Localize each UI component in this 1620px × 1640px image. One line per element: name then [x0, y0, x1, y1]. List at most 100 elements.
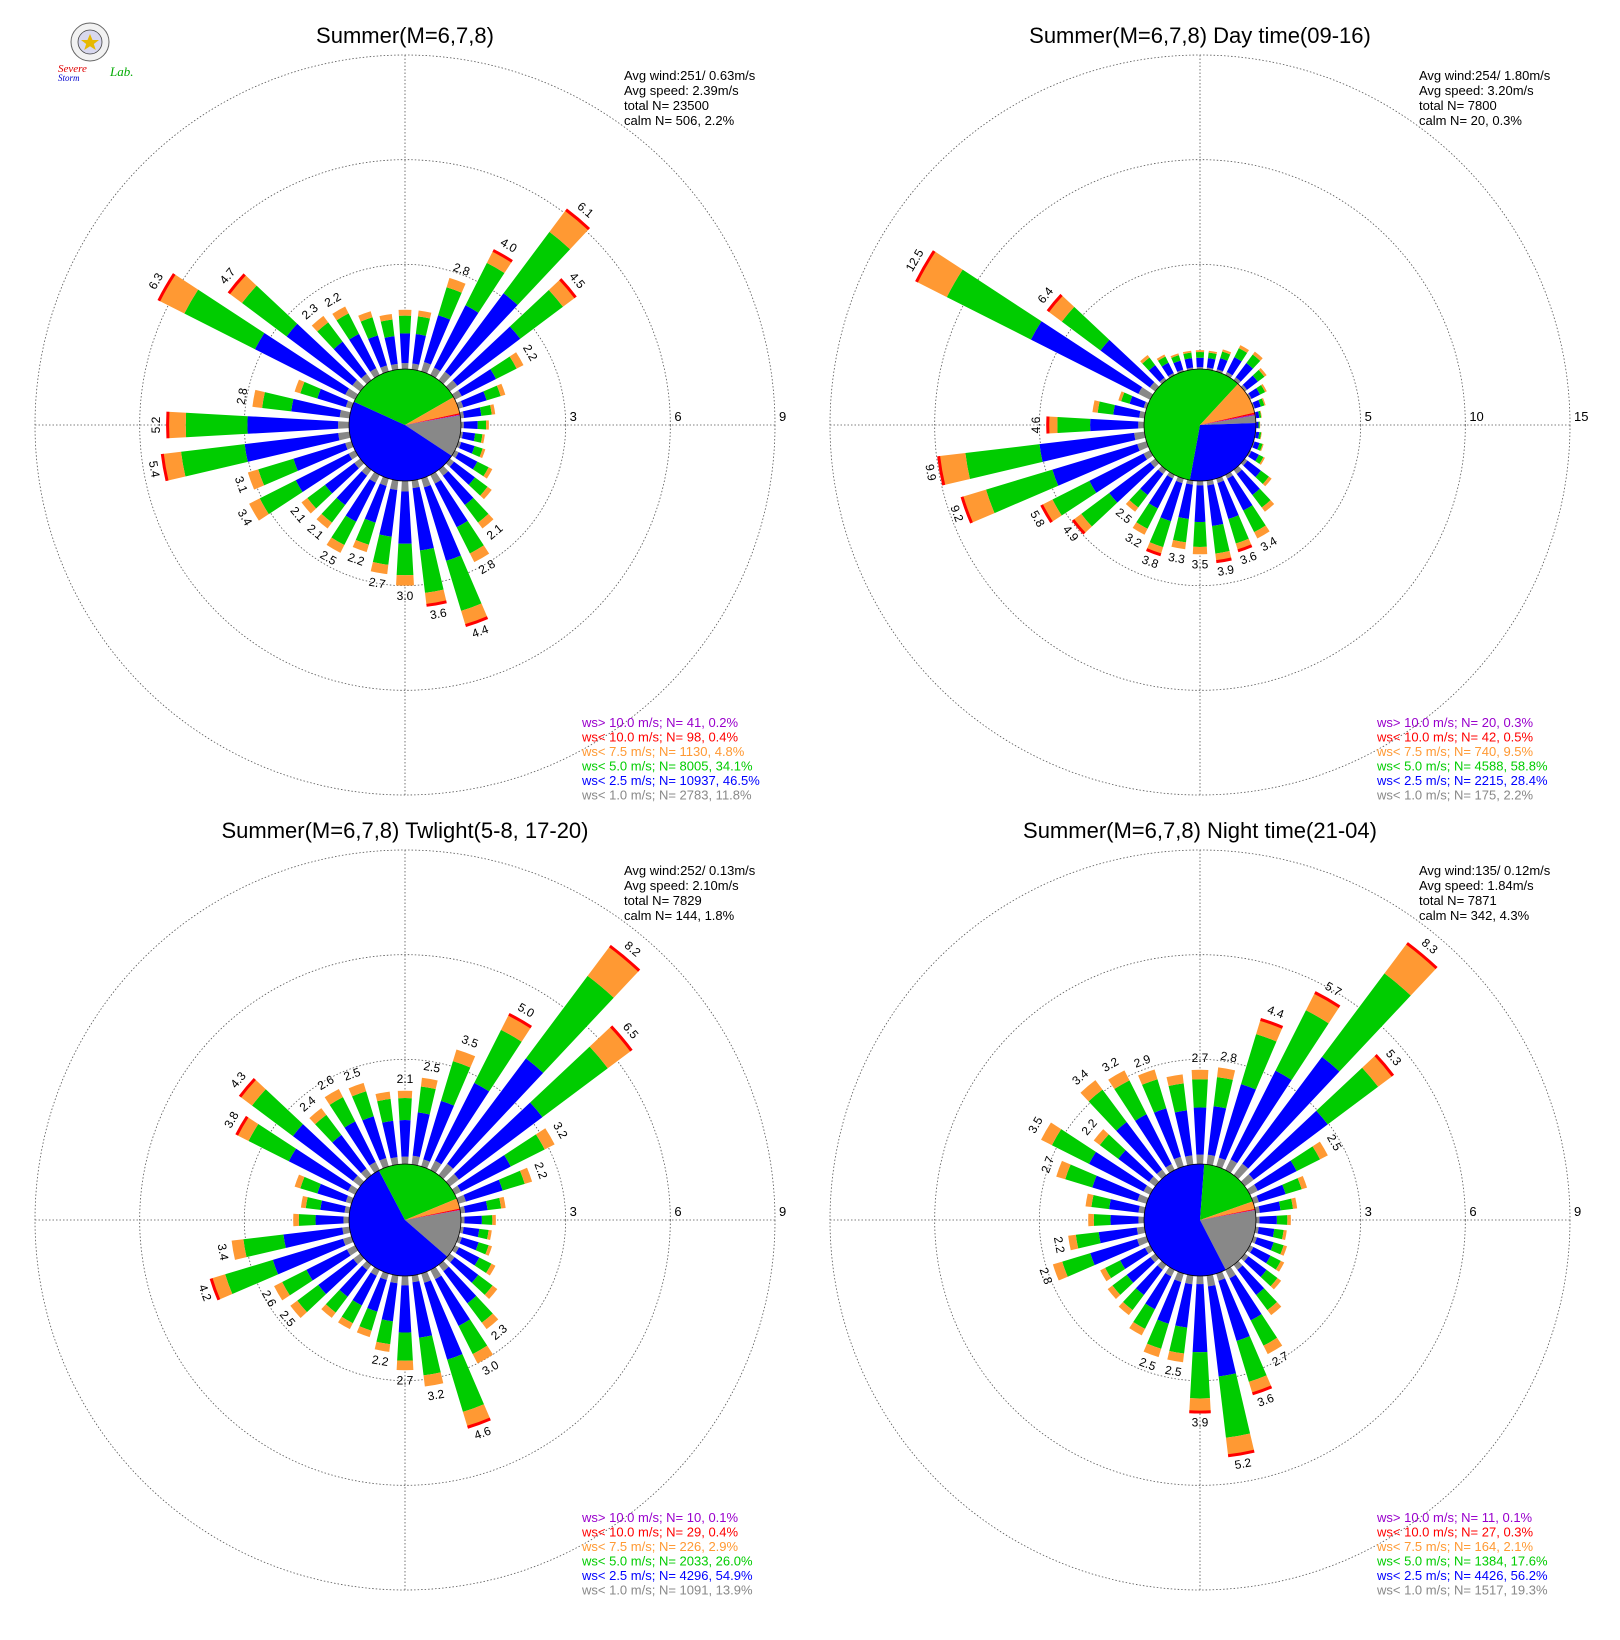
spoke-segment: [309, 1108, 327, 1125]
spoke-segment: [1148, 365, 1165, 382]
spoke-segment: [1192, 1079, 1208, 1108]
spoke-segment: [390, 479, 399, 490]
legend-entry: ws< 5.0 m/s; N= 4588, 58.8%: [1376, 759, 1548, 774]
range-ring-label: 10: [1469, 409, 1483, 424]
spoke-label: 2.4: [297, 1093, 319, 1115]
spoke-segment: [326, 537, 345, 553]
spoke-segment: [1195, 350, 1205, 353]
wind-rose-panel: Summer(M=6,7,8) Night time(21-04) 3 6 9 Avg …: [829, 818, 1581, 1598]
stat-line: Avg wind:251/ 0.63m/s: [624, 68, 756, 83]
spoke-segment: [1216, 358, 1228, 372]
spoke-segment: [1080, 1080, 1103, 1102]
spoke-segment: [434, 1275, 471, 1327]
spoke-segment: [471, 446, 483, 457]
spoke-segment: [1193, 521, 1207, 547]
stat-line: Avg wind:135/ 0.12m/s: [1419, 863, 1551, 878]
panel-title: Summer(M=6,7,8): [316, 23, 494, 48]
spoke-segment: [390, 363, 399, 371]
spoke-segment: [348, 1082, 367, 1097]
spoke-segment: [1138, 421, 1145, 429]
spoke-label: 6.3: [146, 270, 167, 292]
spoke-segment: [1216, 557, 1232, 564]
spoke-label: 3.1: [232, 474, 251, 495]
spoke-segment: [451, 390, 462, 400]
spoke-segment: [1261, 500, 1275, 512]
spoke-segment: [1184, 358, 1194, 369]
spoke-segment: [355, 518, 376, 545]
spoke-segment: [1085, 1193, 1094, 1208]
spoke-label: 3.5: [460, 1032, 481, 1051]
spoke-segment: [1216, 1157, 1226, 1169]
spoke-segment: [1252, 369, 1265, 382]
pie-slice: [1200, 415, 1256, 425]
spoke-segment: [438, 1163, 454, 1180]
spoke-segment: [1118, 391, 1125, 402]
logo-text-severe: Severe: [58, 63, 87, 75]
spoke-segment: [479, 448, 486, 459]
spoke-segment: [468, 477, 488, 496]
spoke-segment: [474, 1257, 492, 1274]
spoke-segment: [399, 333, 411, 364]
spoke-label: 3.0: [397, 589, 414, 603]
spoke-segment: [1108, 1070, 1130, 1090]
spoke-segment: [318, 1258, 358, 1295]
spoke-segment: [1088, 1151, 1148, 1192]
spoke-segment: [1250, 1314, 1278, 1346]
spoke-segment: [1113, 405, 1141, 418]
spoke-segment: [1159, 377, 1167, 385]
spoke-segment: [300, 1196, 308, 1209]
spoke-segment: [1262, 476, 1272, 487]
spoke-segment: [1175, 1283, 1193, 1328]
spoke-label: 3.0: [480, 1358, 502, 1379]
spoke-segment: [294, 1174, 305, 1189]
spoke-segment: [424, 315, 451, 365]
spoke-segment: [344, 1206, 351, 1214]
spoke-segment: [181, 444, 248, 477]
pie-slice: [1200, 1164, 1253, 1220]
spoke-segment: [1112, 1274, 1134, 1295]
spoke-segment: [227, 273, 246, 295]
spoke-segment: [438, 1260, 449, 1272]
spoke-segment: [1195, 352, 1205, 358]
spoke-segment: [459, 441, 475, 454]
spoke-segment: [1255, 1216, 1260, 1224]
spoke-segment: [1194, 485, 1206, 523]
spoke-segment: [274, 1282, 290, 1301]
logo-star-icon: [81, 34, 99, 50]
spoke-segment: [1246, 354, 1261, 369]
spoke-label: 3.9: [1192, 1415, 1209, 1429]
spoke-segment: [486, 1263, 496, 1276]
spoke-segment: [1233, 1163, 1249, 1180]
range-ring: [139, 159, 671, 691]
legend-entry: ws< 1.0 m/s; N= 1517, 19.3%: [1376, 1583, 1548, 1598]
spoke-label: 5.4: [146, 460, 163, 479]
spoke-segment: [519, 1167, 533, 1184]
spoke-segment: [1168, 1083, 1187, 1113]
spoke-segment: [430, 367, 441, 379]
spoke-segment: [1225, 372, 1233, 379]
spoke-segment: [324, 1089, 343, 1105]
spoke-segment: [1208, 350, 1218, 354]
spoke-segment: [1225, 1266, 1236, 1279]
stat-line: total N= 7829: [624, 893, 702, 908]
spoke-segment: [401, 1275, 409, 1286]
range-ring: [139, 954, 671, 1486]
spoke-segment: [1206, 479, 1214, 486]
spoke-segment: [1116, 1121, 1163, 1174]
spoke-segment: [1246, 393, 1252, 400]
spoke-segment: [1213, 1077, 1233, 1109]
spoke-label: 2.5: [318, 548, 340, 569]
spoke-segment: [452, 1049, 476, 1068]
spoke-segment: [1258, 432, 1262, 440]
spoke-segment: [1267, 1302, 1282, 1316]
stat-line: Avg speed: 1.84m/s: [1419, 878, 1534, 893]
spoke-segment: [338, 421, 350, 429]
spoke-segment: [1183, 352, 1193, 360]
pie-slice: [405, 1210, 462, 1257]
spoke-segment: [1154, 1108, 1181, 1160]
spoke-segment: [258, 458, 298, 486]
spoke-label: 9.2: [947, 503, 966, 524]
pie-slice: [405, 1198, 460, 1220]
spoke-segment: [352, 379, 365, 392]
spoke-segment: [398, 491, 412, 544]
